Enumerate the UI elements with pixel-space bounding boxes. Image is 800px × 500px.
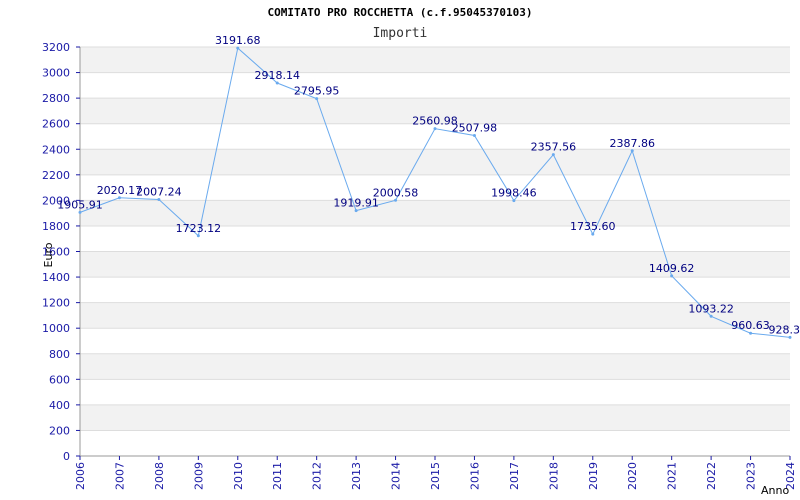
data-point [196,234,200,238]
x-tick-label: 2006 [74,462,87,490]
y-tick-label: 3000 [42,67,70,80]
data-point [394,198,398,202]
y-tick-label: 1600 [42,246,70,259]
x-tick-label: 2018 [547,462,560,490]
x-tick-label: 2016 [468,462,481,490]
x-tick-label: 2021 [666,462,679,490]
data-point [591,232,595,236]
x-tick-label: 2020 [626,462,639,490]
x-tick-label: 2008 [153,462,166,490]
data-label: 2357.56 [531,141,577,154]
y-tick-label: 2400 [42,143,70,156]
x-tick-label: 2009 [192,462,205,490]
x-tick-label: 2023 [745,462,758,490]
y-tick-label: 1200 [42,297,70,310]
series-line [78,46,792,339]
grid-lines [80,46,790,457]
x-tick-label: 2010 [232,462,245,490]
data-label: 2918.14 [254,69,300,82]
y-tick-label: 2800 [42,92,70,105]
x-tick-label: 2007 [113,462,126,490]
data-point [788,335,792,339]
grid-bands [80,47,790,431]
data-point [117,196,121,200]
x-axis-label: Anno [761,484,789,497]
y-tick-label: 1800 [42,220,70,233]
x-tick-label: 2012 [311,462,324,490]
x-tick-label: 2011 [271,462,284,490]
data-point [670,274,674,278]
data-point [551,153,555,157]
grid-band [80,200,790,226]
y-tick-label: 400 [49,399,70,412]
data-point [236,46,240,50]
y-tick-label: 2200 [42,169,70,182]
x-tick-label: 2014 [390,462,403,490]
data-point [275,81,279,85]
data-label: 2020.17 [97,184,143,197]
data-point [749,331,753,335]
x-tick-label: 2022 [705,462,718,490]
data-label: 1409.62 [649,262,695,275]
data-label: 2007.24 [136,185,182,198]
grid-band [80,404,790,431]
x-tick-label: 2024 [784,462,797,490]
chart-subtitle: Importi [373,26,428,41]
y-axis-label: Euro [42,242,55,267]
y-tick-label: 200 [49,424,70,437]
grid-band [80,302,790,329]
grid-band [80,251,790,278]
x-tick-label: 2017 [508,462,521,490]
grid-band [80,47,790,73]
y-tick-label: 800 [49,348,70,361]
data-label: 960.63 [731,319,770,332]
y-tick-label: 600 [49,373,70,386]
y-tick-label: 3200 [42,41,70,54]
x-axis-ticks: 2006 2007 2008 2009 2010 2011 2012 2013 2014 2015… [74,456,797,490]
data-point [472,133,476,137]
series-line-path [79,47,791,338]
data-label: 2507.98 [452,121,498,134]
data-label: 3191.68 [215,34,261,47]
x-tick-label: 2013 [350,462,363,490]
data-point [315,97,319,101]
data-point [354,209,358,213]
y-tick-label: 1400 [42,271,70,284]
data-point [78,210,82,214]
data-label: 928.3 [769,323,800,336]
x-tick-label: 2015 [429,462,442,490]
data-point [630,149,634,153]
data-point [709,314,713,318]
data-point [512,199,516,203]
grid-band [80,98,790,124]
y-tick-label: 0 [63,450,70,463]
data-label: 2000.58 [373,186,419,199]
y-tick-label: 2000 [42,194,70,207]
grid-band [80,353,790,380]
data-label: 2560.98 [412,115,458,128]
data-point [433,127,437,131]
y-tick-label: 1000 [42,322,70,335]
data-label: 1735.60 [570,220,616,233]
x-tick-label: 2019 [587,462,600,490]
y-axis-ticks: 0 200 400 600 800 1000 1200 1400 1600 1800 2000 220… [42,41,80,463]
data-label: 1723.12 [176,222,222,235]
data-label: 1905.91 [57,198,103,211]
y-tick-label: 2600 [42,118,70,131]
data-label: 1093.22 [688,302,734,315]
data-label: 1998.46 [491,187,537,200]
data-label: 2387.86 [609,137,655,150]
data-label: 2795.95 [294,85,340,98]
data-label: 1919.91 [333,197,379,210]
data-point [157,197,161,201]
chart-title: COMITATO PRO ROCCHETTA (c.f.95045370103) [268,6,533,19]
grid-band [80,149,790,175]
